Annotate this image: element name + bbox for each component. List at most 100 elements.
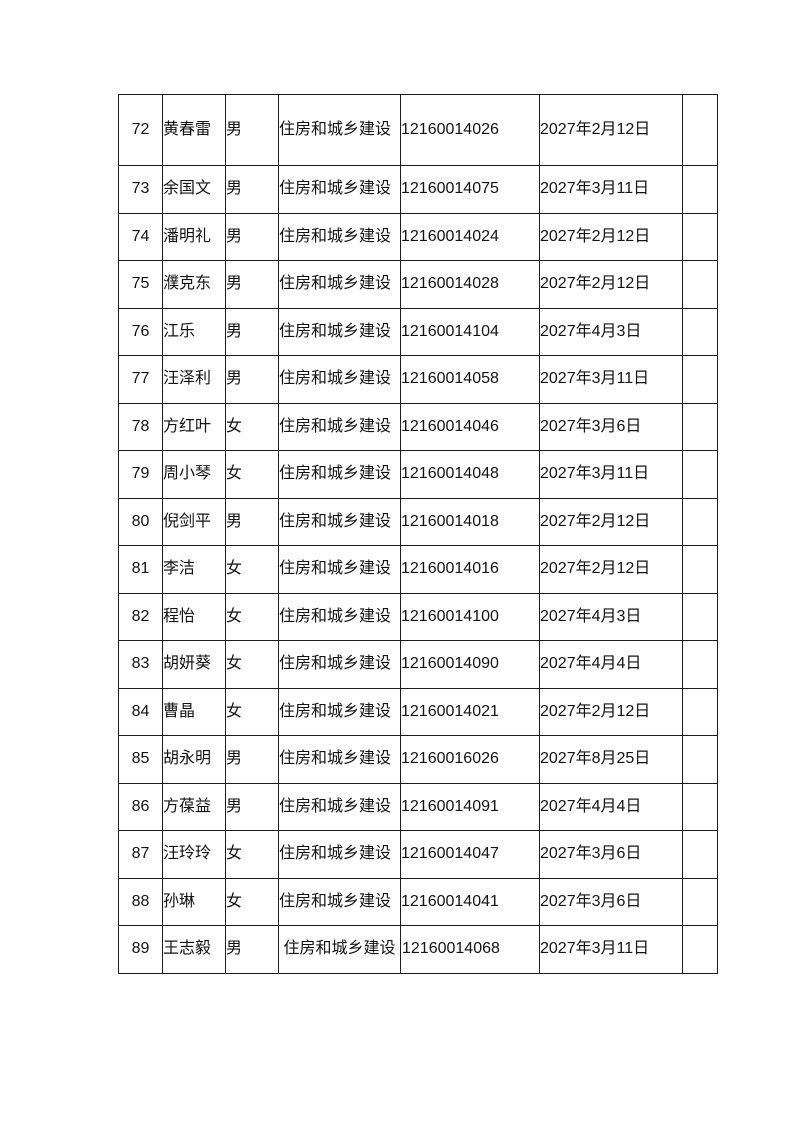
cell-department: 住房和城乡建设 bbox=[278, 94, 401, 166]
cell-id-number: 12160014090 bbox=[400, 640, 540, 689]
cell-name: 汪泽利 bbox=[162, 355, 226, 404]
cell-gender: 女 bbox=[225, 830, 279, 879]
cell-department: 住房和城乡建设 bbox=[278, 830, 401, 879]
cell-department: 住房和城乡建设 bbox=[278, 640, 401, 689]
cell-expiry-date: 2027年3月11日 bbox=[539, 450, 683, 499]
cell-expiry-date: 2027年3月11日 bbox=[539, 925, 683, 974]
cell-row-number: 74 bbox=[118, 212, 163, 261]
cell-id-number: 12160014058 bbox=[400, 355, 540, 404]
cell-gender: 男 bbox=[225, 782, 279, 831]
cell-empty bbox=[682, 640, 718, 689]
cell-id-number: 12160014091 bbox=[400, 782, 540, 831]
cell-empty bbox=[682, 212, 718, 261]
cell-department: 住房和城乡建设 bbox=[278, 450, 401, 499]
cell-id-number: 12160014068 bbox=[400, 925, 540, 974]
cell-gender: 男 bbox=[225, 925, 279, 974]
table-row: 75 濮克东 男 住房和城乡建设 12160014028 2027年2月12日 bbox=[118, 260, 718, 309]
table-row: 78 方红叶 女 住房和城乡建设 12160014046 2027年3月6日 bbox=[118, 402, 718, 451]
cell-row-number: 82 bbox=[118, 592, 163, 641]
cell-empty bbox=[682, 735, 718, 784]
cell-row-number: 86 bbox=[118, 782, 163, 831]
cell-gender: 男 bbox=[225, 260, 279, 309]
cell-id-number: 12160014024 bbox=[400, 212, 540, 261]
cell-row-number: 76 bbox=[118, 307, 163, 356]
table-row: 83 胡妍葵 女 住房和城乡建设 12160014090 2027年4月4日 bbox=[118, 640, 718, 689]
cell-expiry-date: 2027年4月3日 bbox=[539, 307, 683, 356]
cell-gender: 女 bbox=[225, 640, 279, 689]
cell-expiry-date: 2027年2月12日 bbox=[539, 497, 683, 546]
cell-name: 濮克东 bbox=[162, 260, 226, 309]
cell-gender: 女 bbox=[225, 402, 279, 451]
table-row: 82 程怡 女 住房和城乡建设 12160014100 2027年4月3日 bbox=[118, 592, 718, 641]
cell-expiry-date: 2027年8月25日 bbox=[539, 735, 683, 784]
cell-expiry-date: 2027年3月6日 bbox=[539, 402, 683, 451]
cell-empty bbox=[682, 94, 718, 166]
cell-name: 孙琳 bbox=[162, 877, 226, 926]
cell-name: 方葆益 bbox=[162, 782, 226, 831]
cell-expiry-date: 2027年3月6日 bbox=[539, 877, 683, 926]
table-row: 77 汪泽利 男 住房和城乡建设 12160014058 2027年3月11日 bbox=[118, 355, 718, 404]
cell-expiry-date: 2027年2月12日 bbox=[539, 687, 683, 736]
cell-name: 倪剑平 bbox=[162, 497, 226, 546]
cell-empty bbox=[682, 592, 718, 641]
cell-gender: 女 bbox=[225, 545, 279, 594]
cell-id-number: 12160014028 bbox=[400, 260, 540, 309]
cell-gender: 男 bbox=[225, 355, 279, 404]
cell-empty bbox=[682, 545, 718, 594]
cell-id-number: 12160014021 bbox=[400, 687, 540, 736]
cell-department: 住房和城乡建设 bbox=[278, 402, 401, 451]
cell-empty bbox=[682, 165, 718, 214]
cell-name: 周小琴 bbox=[162, 450, 226, 499]
cell-id-number: 12160014100 bbox=[400, 592, 540, 641]
cell-id-number: 12160014075 bbox=[400, 165, 540, 214]
cell-row-number: 88 bbox=[118, 877, 163, 926]
table-row: 74 潘明礼 男 住房和城乡建设 12160014024 2027年2月12日 bbox=[118, 212, 718, 261]
cell-expiry-date: 2027年2月12日 bbox=[539, 260, 683, 309]
cell-expiry-date: 2027年4月4日 bbox=[539, 782, 683, 831]
cell-row-number: 79 bbox=[118, 450, 163, 499]
cell-expiry-date: 2027年2月12日 bbox=[539, 94, 683, 166]
cell-name: 方红叶 bbox=[162, 402, 226, 451]
cell-department: 住房和城乡建设 bbox=[278, 925, 401, 974]
table-row: 88 孙琳 女 住房和城乡建设 12160014041 2027年3月6日 bbox=[118, 877, 718, 926]
cell-empty bbox=[682, 497, 718, 546]
cell-department: 住房和城乡建设 bbox=[278, 260, 401, 309]
cell-gender: 男 bbox=[225, 735, 279, 784]
cell-gender: 男 bbox=[225, 212, 279, 261]
cell-row-number: 72 bbox=[118, 94, 163, 166]
cell-empty bbox=[682, 925, 718, 974]
cell-empty bbox=[682, 687, 718, 736]
cell-id-number: 12160014018 bbox=[400, 497, 540, 546]
cell-row-number: 81 bbox=[118, 545, 163, 594]
table-row: 89 王志毅 男 住房和城乡建设 12160014068 2027年3月11日 bbox=[118, 925, 718, 974]
cell-expiry-date: 2027年2月12日 bbox=[539, 212, 683, 261]
cell-name: 曹晶 bbox=[162, 687, 226, 736]
cell-row-number: 83 bbox=[118, 640, 163, 689]
cell-department: 住房和城乡建设 bbox=[278, 307, 401, 356]
cell-row-number: 87 bbox=[118, 830, 163, 879]
cell-row-number: 80 bbox=[118, 497, 163, 546]
table-row: 73 余国文 男 住房和城乡建设 12160014075 2027年3月11日 bbox=[118, 165, 718, 214]
cell-gender: 男 bbox=[225, 497, 279, 546]
table-row: 87 汪玲玲 女 住房和城乡建设 12160014047 2027年3月6日 bbox=[118, 830, 718, 879]
cell-row-number: 84 bbox=[118, 687, 163, 736]
cell-expiry-date: 2027年3月11日 bbox=[539, 355, 683, 404]
cell-gender: 女 bbox=[225, 877, 279, 926]
table-row: 80 倪剑平 男 住房和城乡建设 12160014018 2027年2月12日 bbox=[118, 497, 718, 546]
cell-name: 汪玲玲 bbox=[162, 830, 226, 879]
cell-department: 住房和城乡建设 bbox=[278, 877, 401, 926]
cell-gender: 女 bbox=[225, 450, 279, 499]
cell-gender: 女 bbox=[225, 592, 279, 641]
table-row: 86 方葆益 男 住房和城乡建设 12160014091 2027年4月4日 bbox=[118, 782, 718, 831]
cell-row-number: 77 bbox=[118, 355, 163, 404]
cell-empty bbox=[682, 782, 718, 831]
cell-empty bbox=[682, 355, 718, 404]
cell-name: 王志毅 bbox=[162, 925, 226, 974]
cell-department: 住房和城乡建设 bbox=[278, 497, 401, 546]
table-body: 72 黄春雷 男 住房和城乡建设 12160014026 2027年2月12日 … bbox=[118, 94, 718, 974]
cell-name: 胡妍葵 bbox=[162, 640, 226, 689]
cell-department: 住房和城乡建设 bbox=[278, 212, 401, 261]
cell-expiry-date: 2027年4月3日 bbox=[539, 592, 683, 641]
cell-empty bbox=[682, 450, 718, 499]
